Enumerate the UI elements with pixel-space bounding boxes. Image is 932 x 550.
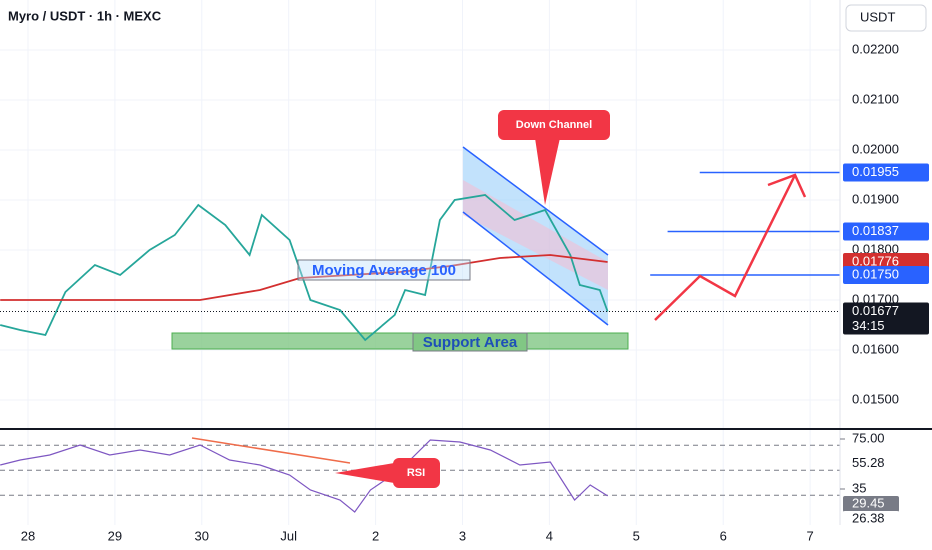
rsi-badge	[843, 496, 899, 512]
x-tick-label: 4	[546, 528, 553, 543]
countdown: 34:15	[852, 318, 885, 333]
price-badge	[843, 163, 929, 182]
y-tick-label: 0.01600	[852, 341, 899, 356]
callout-pointer	[335, 462, 400, 484]
x-tick-label: 29	[108, 528, 122, 543]
rsi-trendline	[191, 437, 351, 464]
callout-box	[393, 458, 440, 488]
arrow-head	[767, 173, 807, 198]
y-tick-label: 0.02000	[852, 141, 899, 156]
rsi-badge-label: 29.45	[852, 495, 885, 510]
rsi-badge	[843, 455, 899, 472]
y-tick-label: 0.02100	[852, 91, 899, 106]
price-badge-label: 0.01776	[852, 253, 899, 268]
x-tick-label: 5	[633, 528, 640, 543]
price-badge-label: 0.01677	[852, 303, 899, 318]
x-tick-label: 7	[806, 528, 813, 543]
annotation: Moving Average 100	[312, 262, 456, 279]
callout-pointer	[535, 138, 560, 205]
price-badge-label: 0.01955	[852, 164, 899, 179]
series-line	[0, 439, 608, 513]
price-badge	[843, 222, 929, 241]
y-tick-label: 0.02200	[852, 41, 899, 56]
annotation: Down Channel	[516, 119, 592, 131]
projection-arrow	[654, 174, 797, 321]
callout-box	[498, 110, 610, 140]
y-tick-label: 35	[852, 480, 866, 495]
axes: 28 29 30 Jul 2 3 4 5 6 7 0.02200 0.02100 0.02000 0.01…	[21, 41, 929, 543]
series-line	[0, 194, 609, 342]
x-tick-label: 2	[372, 528, 379, 543]
channel-inner	[463, 180, 608, 290]
currency-label: USDT	[860, 9, 895, 24]
label-box	[412, 332, 528, 352]
rsi-badge	[843, 511, 899, 527]
rsi-badge-label: 26.38	[852, 510, 885, 525]
x-tick-label: 6	[720, 528, 727, 543]
x-tick-label: Jul	[280, 528, 297, 543]
y-tick-label: 0.01500	[852, 391, 899, 406]
annotation: Support Area	[423, 334, 518, 351]
label-box	[297, 259, 471, 281]
price-badge	[843, 302, 929, 335]
channel-bottom	[462, 211, 609, 326]
x-tick-label: 28	[21, 528, 35, 543]
y-tick-label: 75.00	[852, 430, 885, 445]
rsi-badge-label: 55.28	[852, 455, 885, 470]
support-area	[171, 332, 629, 350]
annotation: RSI	[407, 467, 425, 479]
x-tick-label: 30	[195, 528, 209, 543]
channel-top	[462, 146, 609, 256]
series-line	[0, 254, 608, 301]
rsi-plot	[0, 439, 840, 513]
y-tick-label: 0.01900	[852, 191, 899, 206]
price-badge-label: 0.01750	[852, 266, 899, 281]
x-tick-label: 3	[459, 528, 466, 543]
price-plot	[0, 171, 840, 342]
price-badge-label: 0.01837	[852, 223, 899, 238]
y-tick-label: 0.01800	[852, 241, 899, 256]
price-badge	[843, 266, 929, 284]
symbol-title: Myro / USDT · 1h · MEXC	[8, 8, 162, 23]
currency-button[interactable]	[845, 4, 927, 32]
